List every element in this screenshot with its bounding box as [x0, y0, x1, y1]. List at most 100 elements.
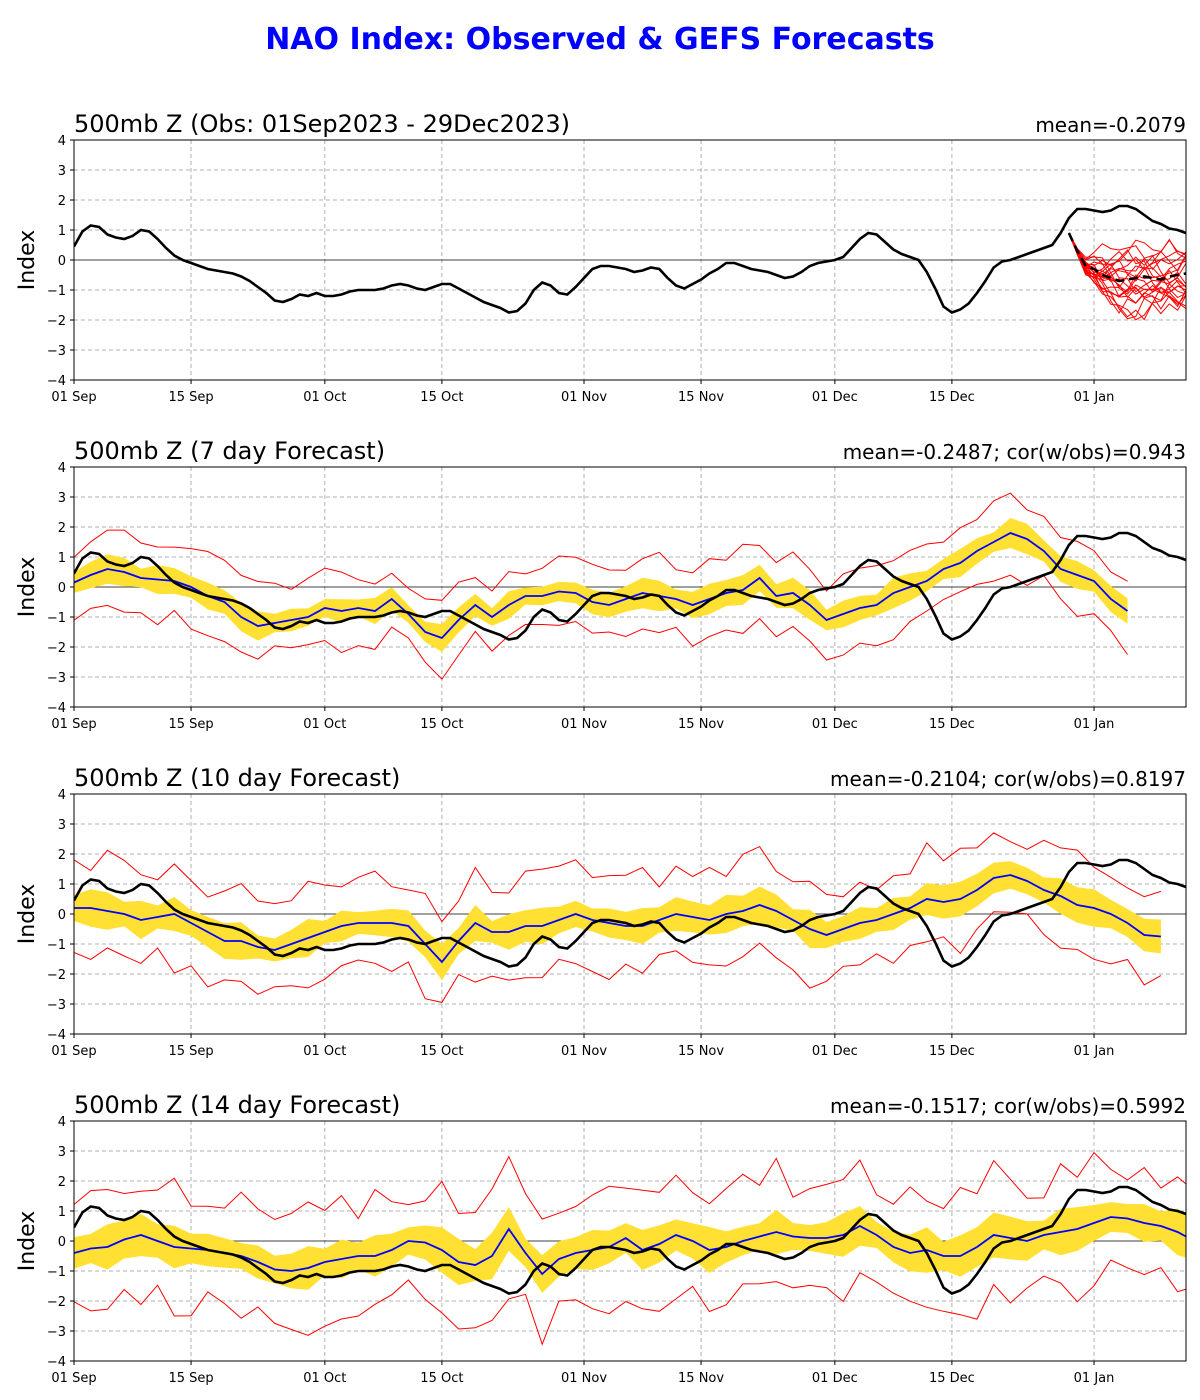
y-tick-label: 4	[58, 134, 66, 149]
x-tick-label: 15 Dec	[929, 1371, 975, 1386]
x-tick-label: 01 Jan	[1074, 717, 1115, 732]
y-tick-label: −3	[47, 1325, 66, 1340]
x-tick-label: 15 Nov	[678, 1044, 724, 1059]
ensemble-spread-band	[74, 1202, 1186, 1293]
y-axis-label: Index	[15, 230, 40, 291]
y-tick-label: −1	[47, 938, 66, 953]
ensemble-mean-line	[74, 874, 1161, 964]
y-tick-label: 0	[58, 908, 66, 923]
panel-stat: mean=-0.2104; cor(w/obs)=0.8197	[830, 767, 1186, 791]
panel-stat: mean=-0.2079	[1035, 113, 1186, 137]
x-tick-label: 15 Sep	[168, 717, 213, 732]
observed-line	[74, 1185, 1186, 1295]
y-tick-label: −2	[47, 314, 66, 329]
x-tick-label: 15 Dec	[929, 390, 975, 405]
y-tick-label: 1	[58, 224, 66, 239]
panel-stat: mean=-0.2487; cor(w/obs)=0.943	[843, 440, 1186, 464]
x-tick-label: 01 Nov	[561, 1044, 607, 1059]
x-tick-label: 01 Sep	[51, 1371, 96, 1386]
x-tick-label: 01 Oct	[303, 390, 346, 405]
panel-title: 500mb Z (7 day Forecast)	[74, 437, 385, 465]
ensemble-member-line	[1068, 232, 1186, 276]
x-tick-label: 01 Dec	[812, 1044, 858, 1059]
y-tick-label: −2	[47, 1295, 66, 1310]
y-tick-label: 4	[58, 461, 66, 476]
ensemble-mean-line	[74, 532, 1129, 640]
ensemble-member-line	[1068, 232, 1186, 290]
panel-stat: mean=-0.1517; cor(w/obs)=0.5992	[830, 1094, 1186, 1118]
x-tick-label: 01 Sep	[51, 717, 96, 732]
y-tick-label: −2	[47, 641, 66, 656]
x-tick-label: 01 Nov	[561, 1371, 607, 1386]
y-tick-label: 0	[58, 254, 66, 269]
ensemble-min-line	[74, 911, 1162, 1003]
y-tick-label: 3	[58, 491, 66, 506]
ensemble-min-line	[74, 574, 1128, 680]
y-tick-label: 1	[58, 551, 66, 566]
y-tick-label: 0	[58, 581, 66, 596]
ensemble-member-line	[1068, 232, 1186, 295]
ensemble-member-line	[1068, 232, 1186, 321]
x-tick-label: 01 Jan	[1074, 390, 1115, 405]
ensemble-member-line	[1068, 232, 1186, 304]
y-tick-label: 4	[58, 1115, 66, 1130]
y-tick-label: 3	[58, 164, 66, 179]
ensemble-max-line	[74, 832, 1162, 923]
y-tick-label: −4	[47, 374, 66, 389]
x-tick-label: 01 Sep	[51, 1044, 96, 1059]
x-tick-label: 01 Nov	[561, 717, 607, 732]
y-tick-label: −1	[47, 284, 66, 299]
x-tick-label: 15 Oct	[420, 390, 463, 405]
x-tick-label: 01 Nov	[561, 390, 607, 405]
ensemble-member-line	[1068, 232, 1186, 273]
x-tick-label: 01 Jan	[1074, 1371, 1115, 1386]
x-tick-label: 15 Nov	[678, 390, 724, 405]
ensemble-member-line	[1068, 232, 1186, 295]
x-tick-label: 01 Oct	[303, 717, 346, 732]
x-tick-label: 15 Oct	[420, 1371, 463, 1386]
y-tick-label: 2	[58, 848, 66, 863]
panel-title: 500mb Z (Obs: 01Sep2023 - 29Dec2023)	[74, 110, 570, 138]
x-tick-label: 15 Nov	[678, 717, 724, 732]
y-tick-label: 3	[58, 1145, 66, 1160]
x-tick-label: 01 Dec	[812, 390, 858, 405]
x-tick-label: 01 Dec	[812, 1371, 858, 1386]
y-tick-label: −3	[47, 671, 66, 686]
observed-line	[74, 858, 1186, 968]
y-axis-label: Index	[15, 1211, 40, 1272]
x-tick-label: 15 Dec	[929, 1044, 975, 1059]
panel-2: 500mb Z (7 day Forecast) mean=-0.2487; co…	[15, 437, 1187, 732]
x-tick-label: 01 Oct	[303, 1044, 346, 1059]
y-tick-label: 2	[58, 194, 66, 209]
y-axis-label: Index	[15, 884, 40, 945]
x-tick-label: 15 Dec	[929, 717, 975, 732]
y-tick-label: −3	[47, 998, 66, 1013]
x-tick-label: 15 Oct	[420, 717, 463, 732]
y-tick-label: −4	[47, 701, 66, 716]
x-tick-label: 01 Oct	[303, 1371, 346, 1386]
ensemble-max-line	[74, 1151, 1186, 1221]
y-tick-label: 1	[58, 878, 66, 893]
panel-1: 500mb Z (Obs: 01Sep2023 - 29Dec2023) mean…	[15, 110, 1187, 405]
panel-3: 500mb Z (10 day Forecast) mean=-0.2104; c…	[15, 764, 1187, 1059]
y-tick-label: −4	[47, 1355, 66, 1370]
y-tick-label: 4	[58, 788, 66, 803]
y-tick-label: −3	[47, 344, 66, 359]
ensemble-member-line	[1068, 232, 1186, 306]
x-tick-label: 15 Sep	[168, 1371, 213, 1386]
ensemble-spread-band	[74, 518, 1128, 652]
y-tick-label: −4	[47, 1028, 66, 1043]
ensemble-mean-line	[74, 1216, 1186, 1276]
ensemble-max-line	[74, 492, 1128, 601]
y-tick-label: 0	[58, 1235, 66, 1250]
y-tick-label: −2	[47, 968, 66, 983]
y-tick-label: −1	[47, 1265, 66, 1280]
ensemble-member-line	[1068, 232, 1186, 321]
ensemble-min-line	[74, 1259, 1186, 1346]
y-axis-label: Index	[15, 557, 40, 618]
panel-title: 500mb Z (10 day Forecast)	[74, 764, 400, 792]
y-tick-label: 2	[58, 521, 66, 536]
figure-title: NAO Index: Observed & GEFS Forecasts	[265, 22, 935, 57]
x-tick-label: 01 Dec	[812, 717, 858, 732]
